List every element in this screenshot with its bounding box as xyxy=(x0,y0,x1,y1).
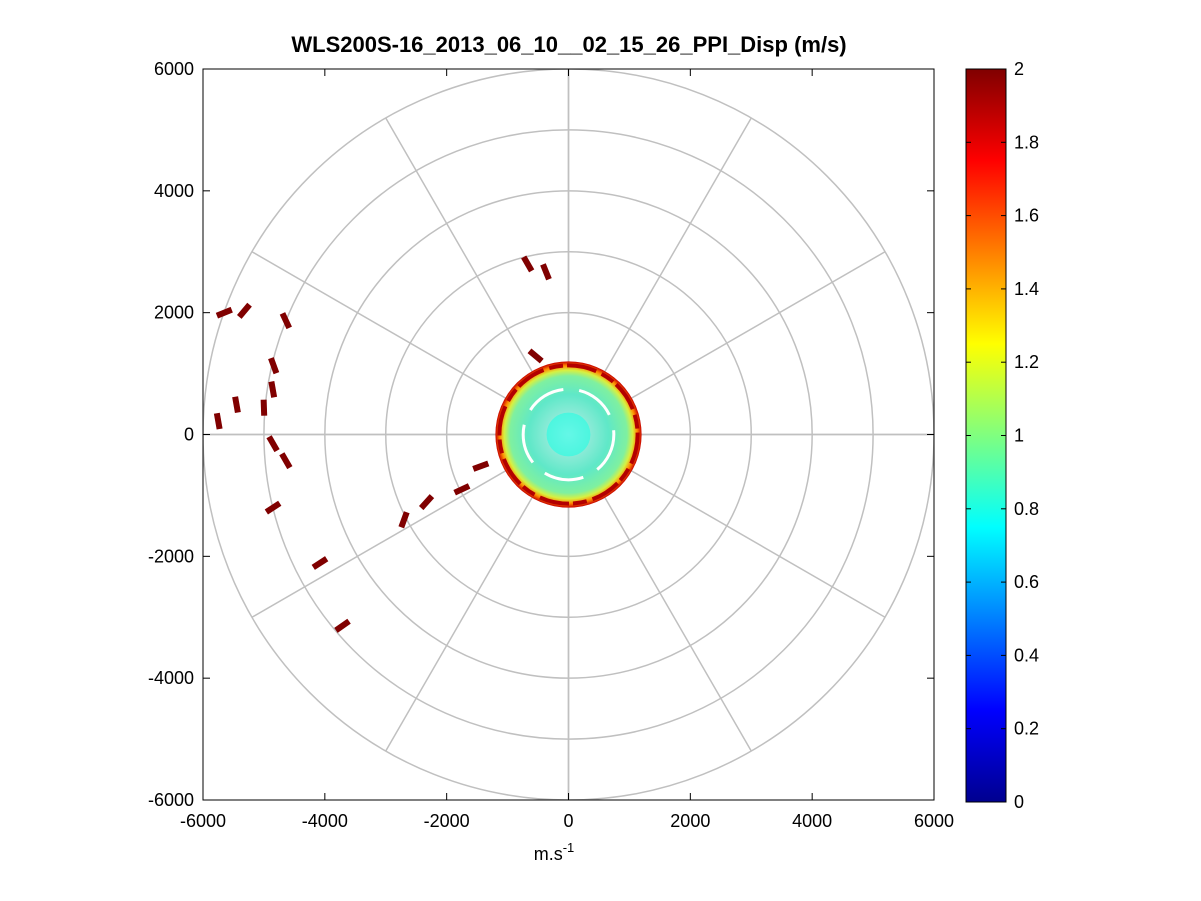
outlier-patch xyxy=(418,494,435,511)
colorbar-tick-label: 0.8 xyxy=(1014,499,1039,519)
x-tick-label: -2000 xyxy=(424,811,470,831)
outlier-patch xyxy=(268,381,278,398)
y-tick-label: 0 xyxy=(184,425,194,445)
colorbar-tick-label: 1 xyxy=(1014,426,1024,446)
colorbar-tick-label: 0.2 xyxy=(1014,719,1039,739)
outlier-patch xyxy=(264,500,282,515)
outlier-patch xyxy=(472,460,490,472)
y-tick-label: 2000 xyxy=(154,303,194,323)
outlier-patch xyxy=(279,312,292,330)
y-axis-ticks: 6000 4000 2000 0 -2000 -4000 -6000 xyxy=(148,59,934,810)
outlier-patch xyxy=(279,452,293,470)
outlier-patch xyxy=(527,348,544,364)
colorbar-tick-label: 0 xyxy=(1014,792,1024,812)
colorbar xyxy=(965,68,1007,803)
outlier-patch xyxy=(311,556,329,570)
colorbar-tick-label: 2 xyxy=(1014,59,1024,79)
colorbar-tick-label: 1.8 xyxy=(1014,132,1039,152)
x-tick-label: 0 xyxy=(563,811,573,831)
x-tick-label: -4000 xyxy=(302,811,348,831)
outlier-patch xyxy=(215,306,233,319)
y-tick-label: 4000 xyxy=(154,181,194,201)
y-tick-label: -2000 xyxy=(148,546,194,566)
colorbar-tick-label: 1.6 xyxy=(1014,206,1039,226)
x-tick-label: 2000 xyxy=(670,811,710,831)
x-tick-label: 6000 xyxy=(914,811,954,831)
outlier-patch xyxy=(213,412,223,430)
x-tick-label: -6000 xyxy=(180,811,226,831)
outlier-patch xyxy=(398,511,410,529)
outlier-patch xyxy=(453,483,471,496)
outlier-patch xyxy=(260,399,268,416)
outlier-patch xyxy=(334,618,351,633)
chart-title: WLS200S-16_2013_06_10__02_15_26_PPI_Disp… xyxy=(291,32,846,57)
colorbar-tick-label: 1.2 xyxy=(1014,352,1039,372)
outlier-patches xyxy=(213,255,552,633)
outlier-patch xyxy=(236,302,252,319)
outlier-patch xyxy=(266,435,280,453)
x-axis-label: m.s-1 xyxy=(534,840,575,864)
center-data-core xyxy=(546,412,591,457)
outlier-patch xyxy=(540,263,552,281)
outlier-patch xyxy=(521,255,535,273)
x-tick-label: 4000 xyxy=(792,811,832,831)
x-axis-ticks: -6000 -4000 -2000 0 2000 4000 6000 xyxy=(180,69,954,831)
colorbar-ticks: 0 0.2 0.4 0.6 0.8 1 1.2 1.4 1.6 1.8 2 xyxy=(966,59,1039,812)
colorbar-tick-label: 0.6 xyxy=(1014,572,1039,592)
colorbar-tick-label: 0.4 xyxy=(1014,645,1039,665)
colorbar-tick-label: 1.4 xyxy=(1014,279,1039,299)
y-tick-label: 6000 xyxy=(154,59,194,79)
center-data-region xyxy=(495,361,642,508)
outlier-patch xyxy=(232,396,241,414)
y-tick-label: -6000 xyxy=(148,790,194,810)
center-data-rim xyxy=(497,363,640,506)
y-tick-label: -4000 xyxy=(148,668,194,688)
center-data-gap xyxy=(521,387,616,482)
outlier-patch xyxy=(268,357,280,375)
